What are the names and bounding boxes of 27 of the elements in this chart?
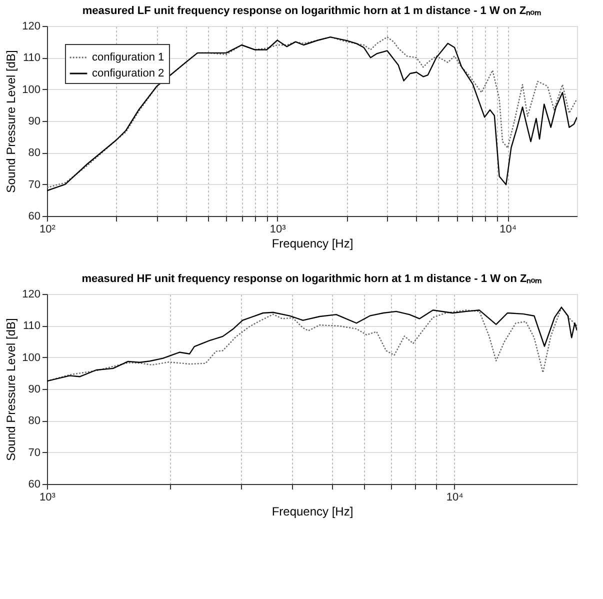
y-tick-label: 70 [28,178,40,191]
chart-title: measured LF unit frequency response on logarithmic horn at 1 m distance - 1 W on Zₙₒₘ [82,5,542,17]
y-tick-label: 100 [22,84,40,96]
x-tick-label: 10⁴ [446,492,464,504]
y-axis-title: Sound Pressure Level [dB] [4,50,18,193]
y-axis-title: Sound Pressure Level [dB] [4,318,18,461]
x-axis-title: Frequency [Hz] [272,504,354,518]
y-tick-label: 110 [22,52,40,64]
y-tick-label: 100 [22,352,40,364]
y-tick-label: 120 [22,20,40,32]
y-tick-label: 60 [28,478,40,490]
x-tick-label: 10⁴ [500,224,517,236]
x-tick-label: 10³ [270,224,286,236]
legend-label: configuration 2 [92,68,164,80]
y-tick-label: 120 [22,288,40,300]
y-tick-label: 110 [22,320,40,332]
y-tick-label: 80 [28,147,40,160]
x-axis-title: Frequency [Hz] [272,236,354,250]
y-tick-label: 90 [28,384,40,396]
chart-title: measured HF unit frequency response on logarithmic horn at 1 m distance - 1 W on Zₙₒₘ [82,273,542,285]
y-tick-label: 80 [28,415,40,428]
legend-label: configuration 1 [92,52,164,64]
y-tick-label: 60 [28,210,40,222]
x-tick-label: 10² [40,224,56,236]
y-tick-label: 70 [28,446,40,459]
y-tick-label: 90 [28,116,40,128]
x-tick-label: 10³ [40,492,56,504]
